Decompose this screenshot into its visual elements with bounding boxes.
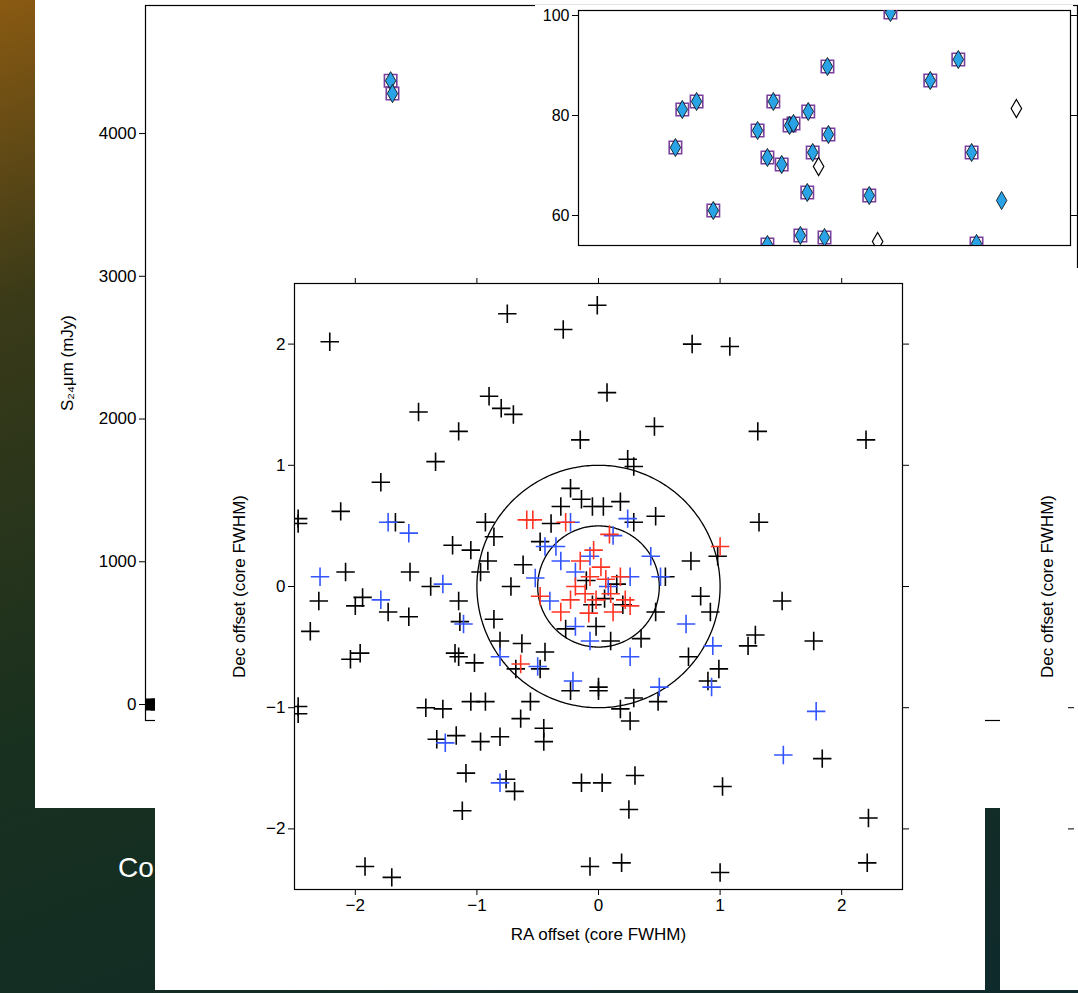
svg-text:Dec offset (core FWHM): Dec offset (core FWHM) [230,495,249,678]
svg-text:−1: −1 [467,896,486,915]
svg-text:−1: −1 [266,698,285,717]
svg-text:−2: −2 [266,819,285,838]
svg-text:1: 1 [715,896,724,915]
svg-text:60: 60 [552,207,570,224]
svg-text:−2: −2 [346,896,365,915]
svg-text:Dec offset (core FWHM): Dec offset (core FWHM) [1038,495,1057,678]
svg-text:3000: 3000 [99,267,137,286]
svg-text:0: 0 [594,896,603,915]
svg-text:1000: 1000 [99,552,137,571]
svg-text:2: 2 [837,896,846,915]
html-text:Co: Co [118,852,154,883]
svg-text:1: 1 [276,456,285,475]
svg-text:S₂₄μm (mJy): S₂₄μm (mJy) [58,315,77,411]
svg-text:RA offset (core FWHM): RA offset (core FWHM) [511,925,686,944]
svg-text:80: 80 [552,107,570,124]
svg-text:0: 0 [276,577,285,596]
svg-text:0: 0 [127,695,136,714]
svg-text:4000: 4000 [99,124,137,143]
svg-text:2000: 2000 [99,409,137,428]
svg-text:100: 100 [543,7,570,24]
svg-text:2: 2 [276,335,285,354]
